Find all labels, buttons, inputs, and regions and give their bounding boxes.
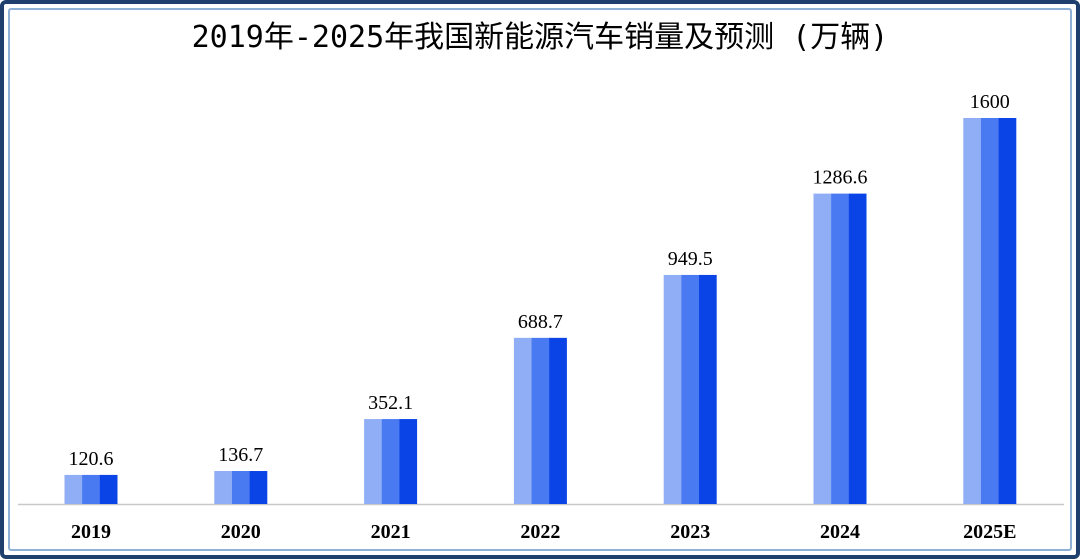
bar-segment <box>699 274 717 504</box>
data-label-2019: 120.6 <box>69 448 114 470</box>
bar-segment <box>82 474 101 504</box>
x-tick-label-2024: 2024 <box>820 521 860 543</box>
bar-2022 <box>513 337 567 504</box>
data-label-2022: 688.7 <box>518 311 563 333</box>
bar-segment <box>549 337 567 504</box>
x-tick-label-2022: 2022 <box>520 521 560 543</box>
bar-segment <box>681 274 700 504</box>
x-tick-label-2019: 2019 <box>71 521 111 543</box>
chart-title: 2019年-2025年我国新能源汽车销量及预测 (万辆) <box>191 20 889 55</box>
bar-segment <box>848 193 867 505</box>
bar-2024 <box>813 193 867 505</box>
bar-segment <box>998 118 1017 504</box>
data-label-2024: 1286.6 <box>813 167 868 189</box>
bar-2025E <box>963 118 1017 504</box>
bar-segment <box>249 471 268 504</box>
data-label-2023: 949.5 <box>668 248 713 270</box>
x-tick-label-2021: 2021 <box>371 521 411 543</box>
bar-2019 <box>64 474 118 504</box>
bar-segment <box>99 474 118 504</box>
bar-segment <box>381 419 400 504</box>
x-tick-label-2020: 2020 <box>221 521 261 543</box>
bar-segment <box>813 193 832 505</box>
bar-2023 <box>663 274 717 504</box>
bar-segment <box>364 419 383 504</box>
bar-segment <box>531 337 550 504</box>
bar-segment <box>980 118 1000 504</box>
data-label-2021: 352.1 <box>368 392 413 414</box>
bar-segment <box>399 419 418 504</box>
x-tick-label-2023: 2023 <box>670 521 710 543</box>
bar-segment <box>831 193 850 505</box>
data-label-2020: 136.7 <box>218 444 263 466</box>
bar-2021 <box>364 419 418 504</box>
bar-2020 <box>214 471 268 504</box>
bar-segment <box>231 471 251 504</box>
bar-segment <box>513 337 533 504</box>
chart-frame-inner-border <box>8 8 1072 551</box>
bar-segment <box>64 474 83 504</box>
bar-segment <box>663 274 682 504</box>
bar-segment <box>214 471 233 504</box>
data-label-2025E: 1600 <box>970 91 1010 113</box>
bar-segment <box>963 118 982 504</box>
x-tick-label-2025E: 2025E <box>963 521 1016 543</box>
